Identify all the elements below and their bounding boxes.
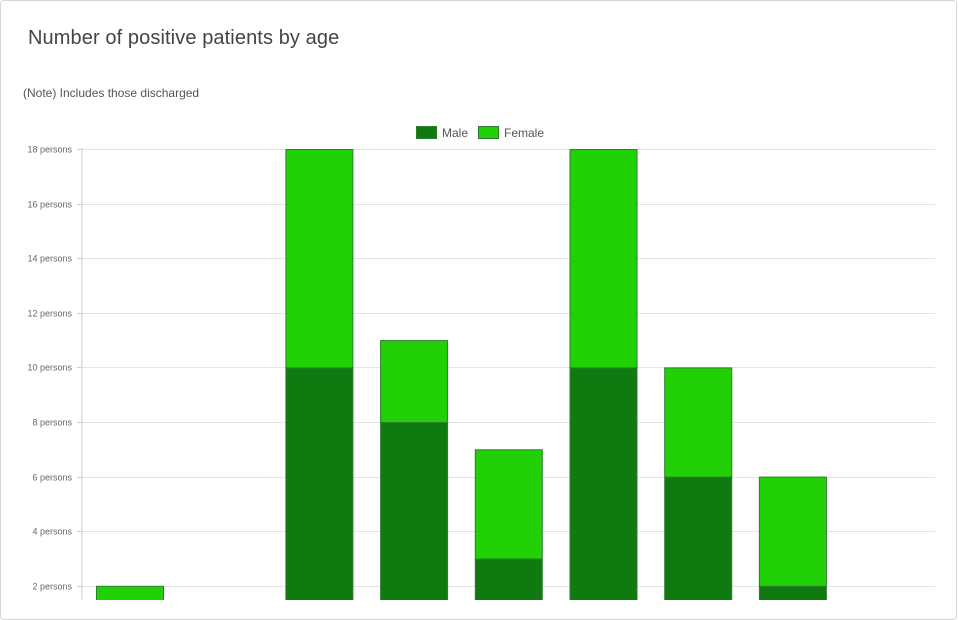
y-tick-label: 8 persons xyxy=(32,418,72,428)
y-tick-label: 12 persons xyxy=(27,309,72,319)
bar-female-5 xyxy=(569,149,638,369)
legend-label-male: Male xyxy=(442,126,468,140)
bar-female-3 xyxy=(380,340,449,424)
y-tick-label: 2 persons xyxy=(32,582,72,592)
bar-chart: 2 persons 4 persons 6 persons 8 persons 10 p… xyxy=(27,126,935,600)
legend-label-female: Female xyxy=(504,126,544,140)
chart-note: (Note) Includes those discharged xyxy=(23,86,200,100)
bar-male-5 xyxy=(569,367,638,600)
legend-swatch-male xyxy=(416,126,437,139)
chart-title: Number of positive patients by age xyxy=(28,27,340,49)
bar-female-6 xyxy=(664,367,733,478)
legend-swatch-female xyxy=(478,126,499,139)
y-tick-label: 6 persons xyxy=(32,473,72,483)
bar-male-7 xyxy=(758,585,827,600)
bar-female-2 xyxy=(285,149,354,369)
y-tick-label: 14 persons xyxy=(27,254,72,264)
bar-female-4 xyxy=(474,449,543,560)
bar-male-2 xyxy=(285,367,354,600)
bar-female-7 xyxy=(758,476,827,587)
y-tick-label: 16 persons xyxy=(27,200,72,210)
bar-male-6 xyxy=(664,476,733,600)
bar-male-4 xyxy=(474,558,543,600)
y-tick-label: 18 persons xyxy=(27,145,72,155)
y-tick-label: 4 persons xyxy=(32,527,72,537)
y-tick-label: 10 persons xyxy=(27,363,72,373)
bar-male-3 xyxy=(380,422,449,600)
bar-female-0 xyxy=(96,585,164,600)
